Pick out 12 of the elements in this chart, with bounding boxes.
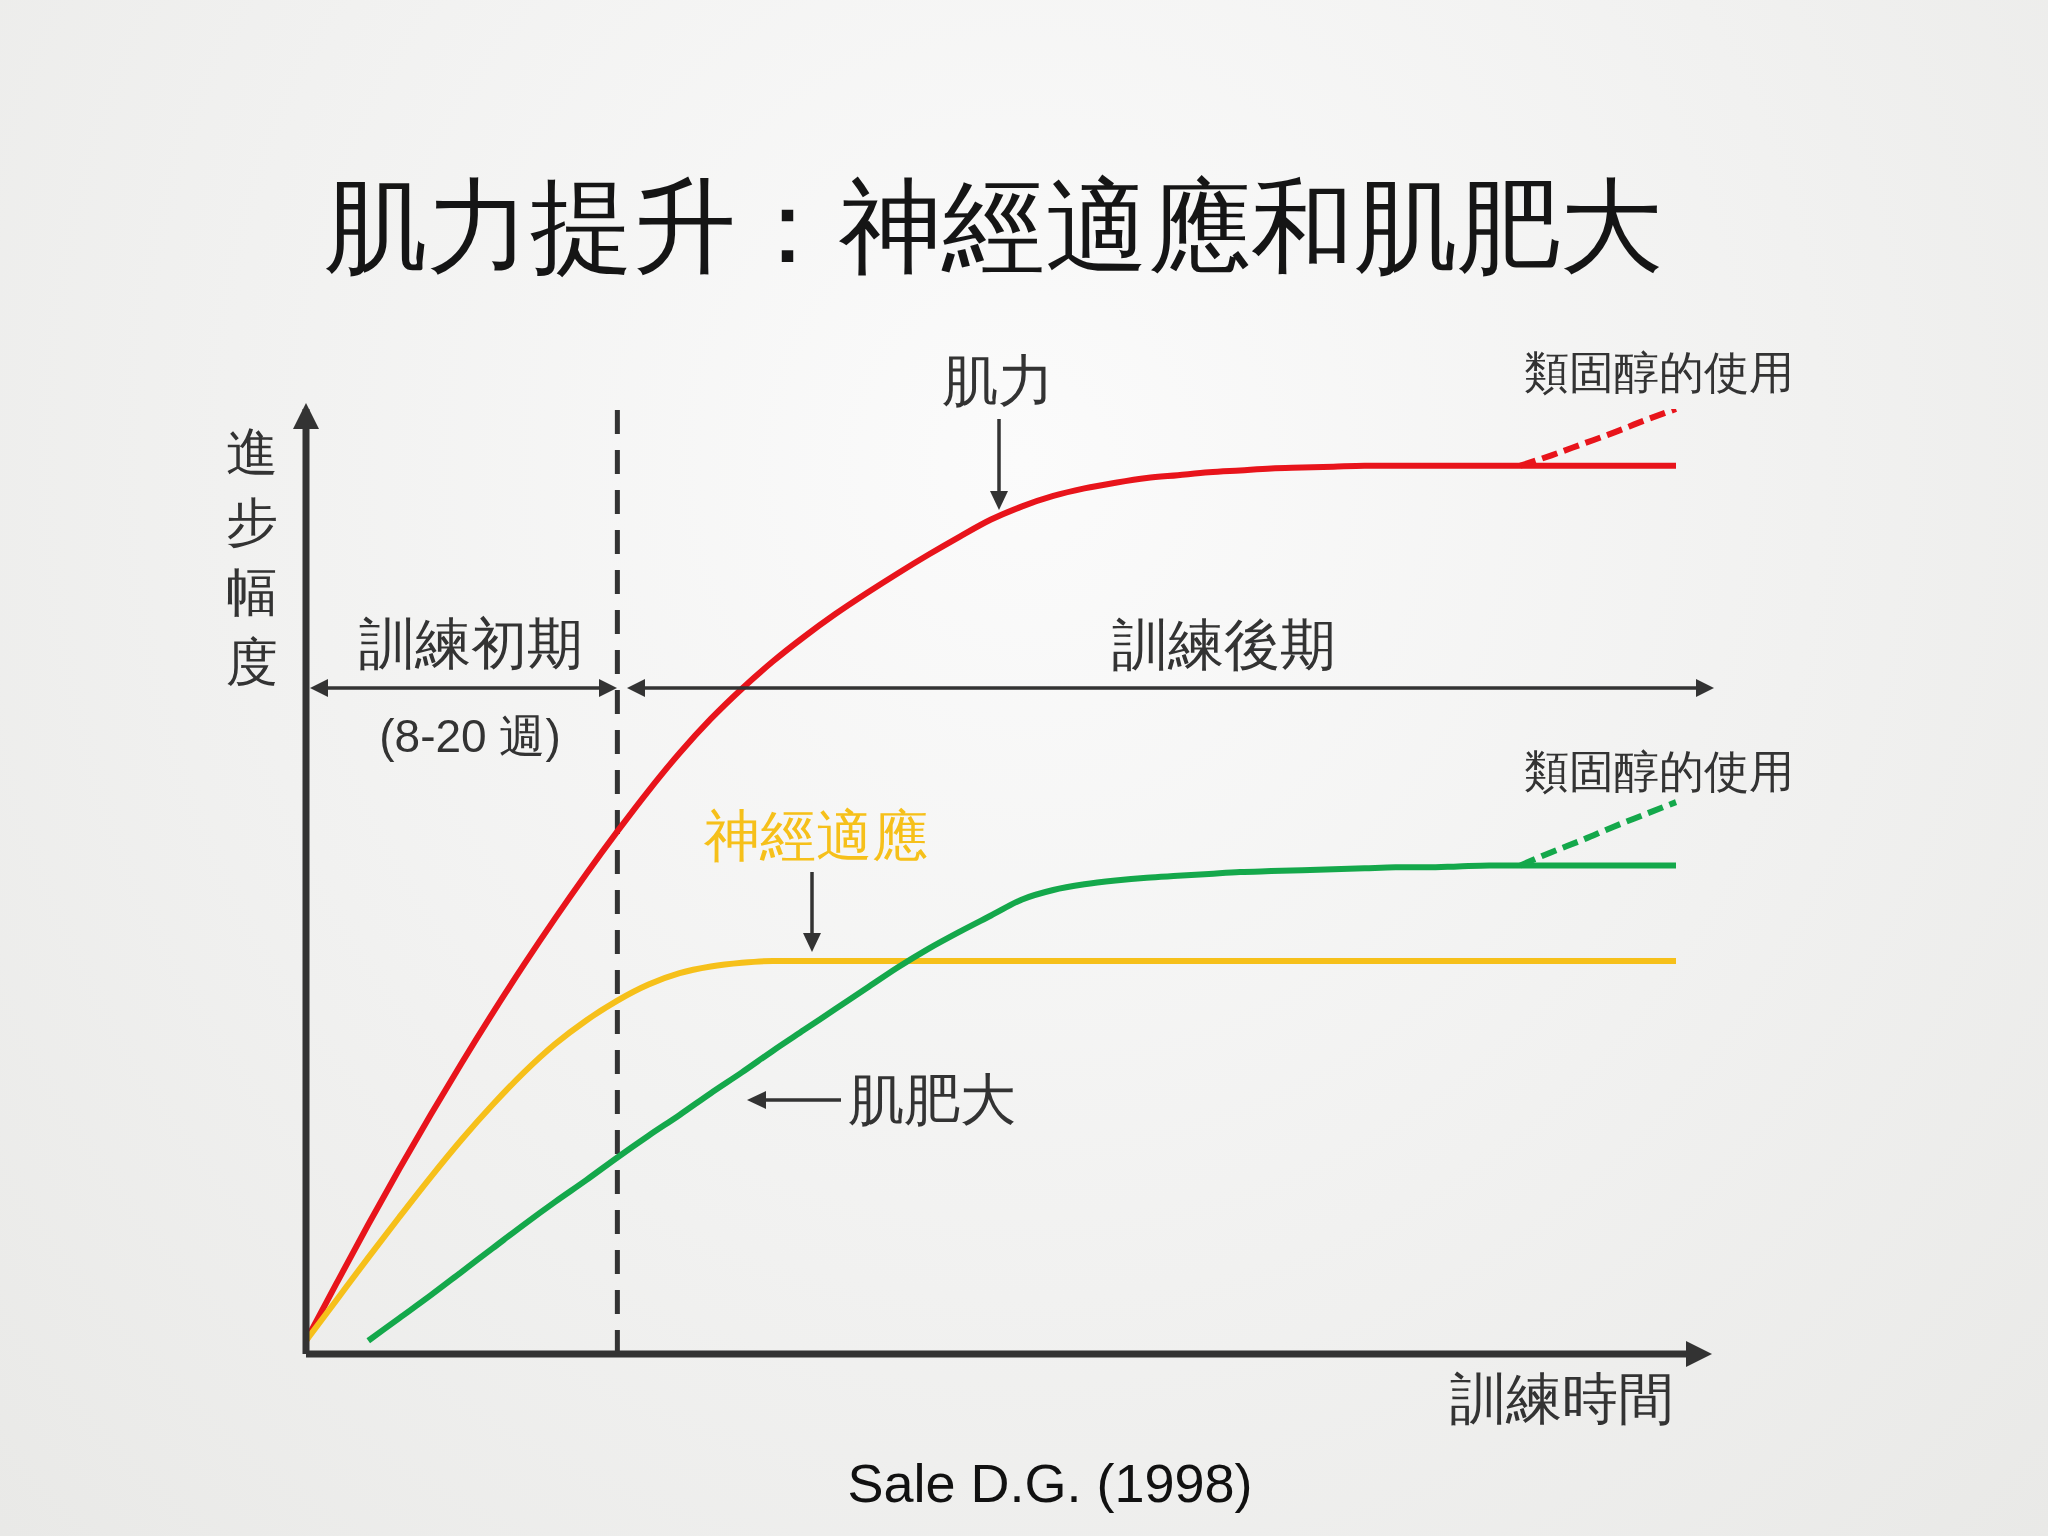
series-label: 肌力 <box>942 348 1054 413</box>
series-label: 神經適應 <box>704 803 928 868</box>
series-label: 類固醇的使用 <box>1524 744 1794 798</box>
annotation: 訓練後期 <box>1112 612 1336 677</box>
annotation: 訓練初期 <box>359 611 583 676</box>
series-label: 肌肥大 <box>848 1067 1016 1132</box>
y-axis-title: 進步幅度 <box>225 421 279 694</box>
text: Sale D.G. (1998) <box>847 1453 1253 1513</box>
chart-title: 肌力提升：神經適應和肌肥大 <box>323 165 1663 286</box>
x-axis-title: 訓練時間 <box>1450 1366 1674 1431</box>
series-label: 類固醇的使用 <box>1524 345 1794 399</box>
annotation: (8-20 週) <box>379 710 561 762</box>
